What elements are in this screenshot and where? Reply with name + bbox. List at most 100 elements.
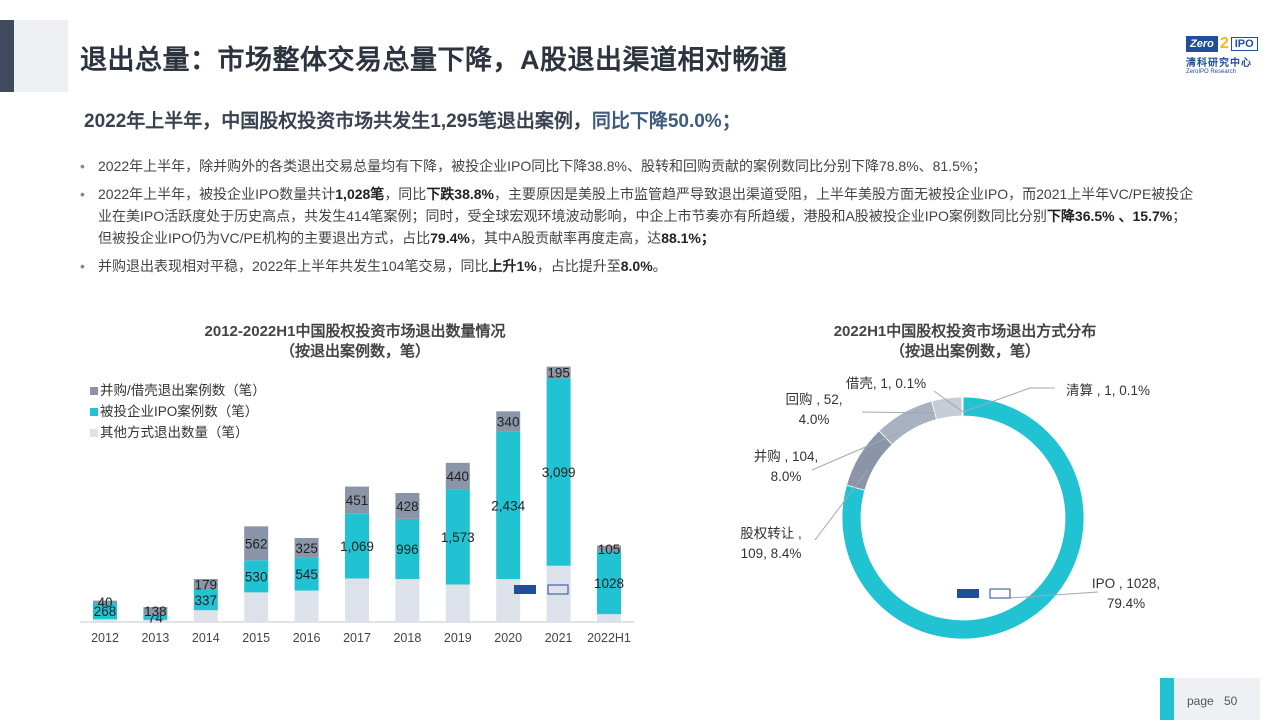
x-tick-label: 2013: [141, 631, 169, 645]
logo-two: 2: [1219, 35, 1229, 52]
bullet-segment: ，占比提升至: [536, 258, 621, 274]
leader-line: [962, 387, 1055, 413]
leader-line: [1009, 591, 1099, 599]
data-label: 1028: [594, 576, 624, 591]
legend-label: 被投企业IPO案例数（笔）: [100, 403, 258, 419]
bullet-segment: ，同比: [384, 186, 427, 202]
leader-line: [814, 469, 869, 541]
data-label: 40: [97, 595, 112, 610]
bullet-segment: 2022年上半年，除并购外的各类退出交易总量均有下降，被投企业IPO同比下降38…: [98, 158, 987, 174]
bar-other: [244, 592, 269, 622]
bullet-segment: ，主要原因是美股上市监管趋严导致退出渠道受阻，上半年美股方面无被投企业IPO，而…: [98, 186, 1194, 224]
legend-label: 并购/借壳退出案例数（笔）: [100, 382, 266, 398]
data-label: 325: [295, 541, 318, 556]
bullet-segment: ；但被投企业IPO仍为VC/PE机构的主要退出方式，占比: [98, 208, 1187, 246]
bar-ma: [345, 486, 369, 514]
x-tick-label: 2021: [545, 631, 573, 645]
data-label: 562: [245, 536, 268, 551]
bar-ipo: [345, 513, 369, 579]
x-tick-label: 2017: [343, 631, 371, 645]
bar-ipo: [445, 489, 470, 585]
bar-ma: [93, 600, 117, 604]
pie-slice: [962, 396, 964, 417]
page-number-bg: [1174, 678, 1260, 720]
data-label: 138: [144, 604, 167, 619]
bar-other: [294, 590, 319, 622]
data-label: 451: [346, 493, 369, 508]
bar-chart-subtitle: （按退出案例数，笔）: [279, 343, 430, 360]
x-tick-label: 2019: [444, 631, 472, 645]
data-label: 340: [497, 415, 520, 430]
leader-line: [933, 390, 964, 413]
data-label: 1,573: [441, 530, 475, 545]
legend-swatch: [90, 387, 98, 395]
pie-label: 股权转让 ,: [740, 525, 802, 541]
pie-label: IPO , 1028,: [1092, 576, 1160, 591]
x-tick-label: 2018: [393, 631, 421, 645]
data-label: 428: [396, 499, 419, 514]
page-accent: [1160, 678, 1174, 720]
bar-other: [143, 619, 168, 622]
pie-slice: [846, 430, 893, 491]
bullet-emphasis: 下跌38.8%: [426, 186, 495, 202]
data-label: 195: [547, 365, 570, 380]
bar-ma: [143, 607, 168, 616]
bullet-item: • 并购退出表现相对平稳，2022年上半年共发生104笔交易，同比上升1%，占比提…: [80, 255, 1200, 277]
data-label: 996: [396, 542, 419, 557]
data-label: 1,069: [340, 539, 374, 554]
pie-label-value: 79.4%: [1107, 596, 1145, 611]
data-label: 337: [195, 593, 218, 608]
x-tick-label: 2014: [192, 631, 220, 645]
bar-ipo: [597, 551, 621, 615]
pie-label-value: 109, 8.4%: [741, 546, 802, 561]
bar-ma: [244, 526, 269, 561]
data-label: 545: [295, 567, 318, 582]
watermark-logo-icon: [514, 585, 536, 594]
leader-line: [861, 411, 936, 414]
bullet-segment: 并购退出表现相对平稳，2022年上半年共发生104笔交易，同比: [98, 258, 489, 274]
legend-label: 其他方式退出数量（笔）: [100, 425, 249, 440]
bullet-dot-icon: •: [80, 186, 85, 202]
bullet-emphasis: 下降36.5% 、15.7%: [1046, 208, 1173, 224]
pie-label-value: 4.0%: [799, 412, 830, 427]
bar-other: [445, 584, 470, 622]
logo-zero: Zero: [1186, 36, 1218, 52]
x-tick-label: 2020: [494, 631, 522, 645]
page-number: 50: [1224, 694, 1238, 708]
bar-ma: [395, 492, 420, 519]
bar-ipo: [496, 431, 521, 580]
x-tick-label: 2015: [242, 631, 270, 645]
bar-ma: [445, 462, 470, 490]
bar-ma: [546, 366, 571, 379]
watermark-logo-ipo-icon: [547, 584, 569, 595]
data-label: 440: [447, 469, 470, 484]
bar-other: [93, 619, 117, 622]
page-label: page: [1187, 694, 1214, 708]
bullet-text: 2022年上半年，除并购外的各类退出交易总量均有下降，被投企业IPO同比下降38…: [98, 155, 986, 177]
leader-line: [811, 432, 899, 471]
bar-chart-title-main: 2012-2022H1中国股权投资市场退出数量情况: [204, 323, 506, 340]
logo-cn: 清科研究中心: [1186, 58, 1252, 69]
bullet-segment: ，其中A股贡献率再度走高，达: [469, 230, 662, 246]
x-tick-label: 2016: [293, 631, 321, 645]
subheading: 2022年上半年，中国股权投资市场共发生1,295笔退出案例，同比下降50.0%…: [84, 106, 741, 133]
bar-ipo: [244, 560, 269, 593]
bar-ma: [496, 411, 521, 432]
bullet-segment: 2022年上半年，被投企业IPO数量共计: [98, 186, 336, 202]
data-label: 2,434: [491, 498, 525, 513]
bar-other: [597, 614, 621, 622]
bullet-dot-icon: •: [80, 158, 85, 174]
left-accent-bar: [0, 20, 14, 92]
bullet-text: 并购退出表现相对平稳，2022年上半年共发生104笔交易，同比上升1%，占比提升…: [98, 255, 667, 277]
watermark-logo-ipo-icon: [989, 588, 1011, 599]
bullet-emphasis: 88.1%；: [661, 230, 715, 246]
pie-chart-title: 2022H1中国股权投资市场退出方式分布 （按退出案例数，笔）: [760, 322, 1170, 362]
bar-other: [395, 579, 420, 622]
zero2ipo-logo: Zero 2 IPO 清科研究中心 ZeroIPO Research: [1186, 35, 1258, 75]
x-tick-label: 2012: [91, 631, 119, 645]
bar-ma: [294, 537, 319, 558]
logo-en: ZeroIPO Research: [1186, 69, 1237, 75]
data-label: 530: [245, 569, 268, 584]
x-tick-label: 2022H1: [587, 631, 631, 645]
